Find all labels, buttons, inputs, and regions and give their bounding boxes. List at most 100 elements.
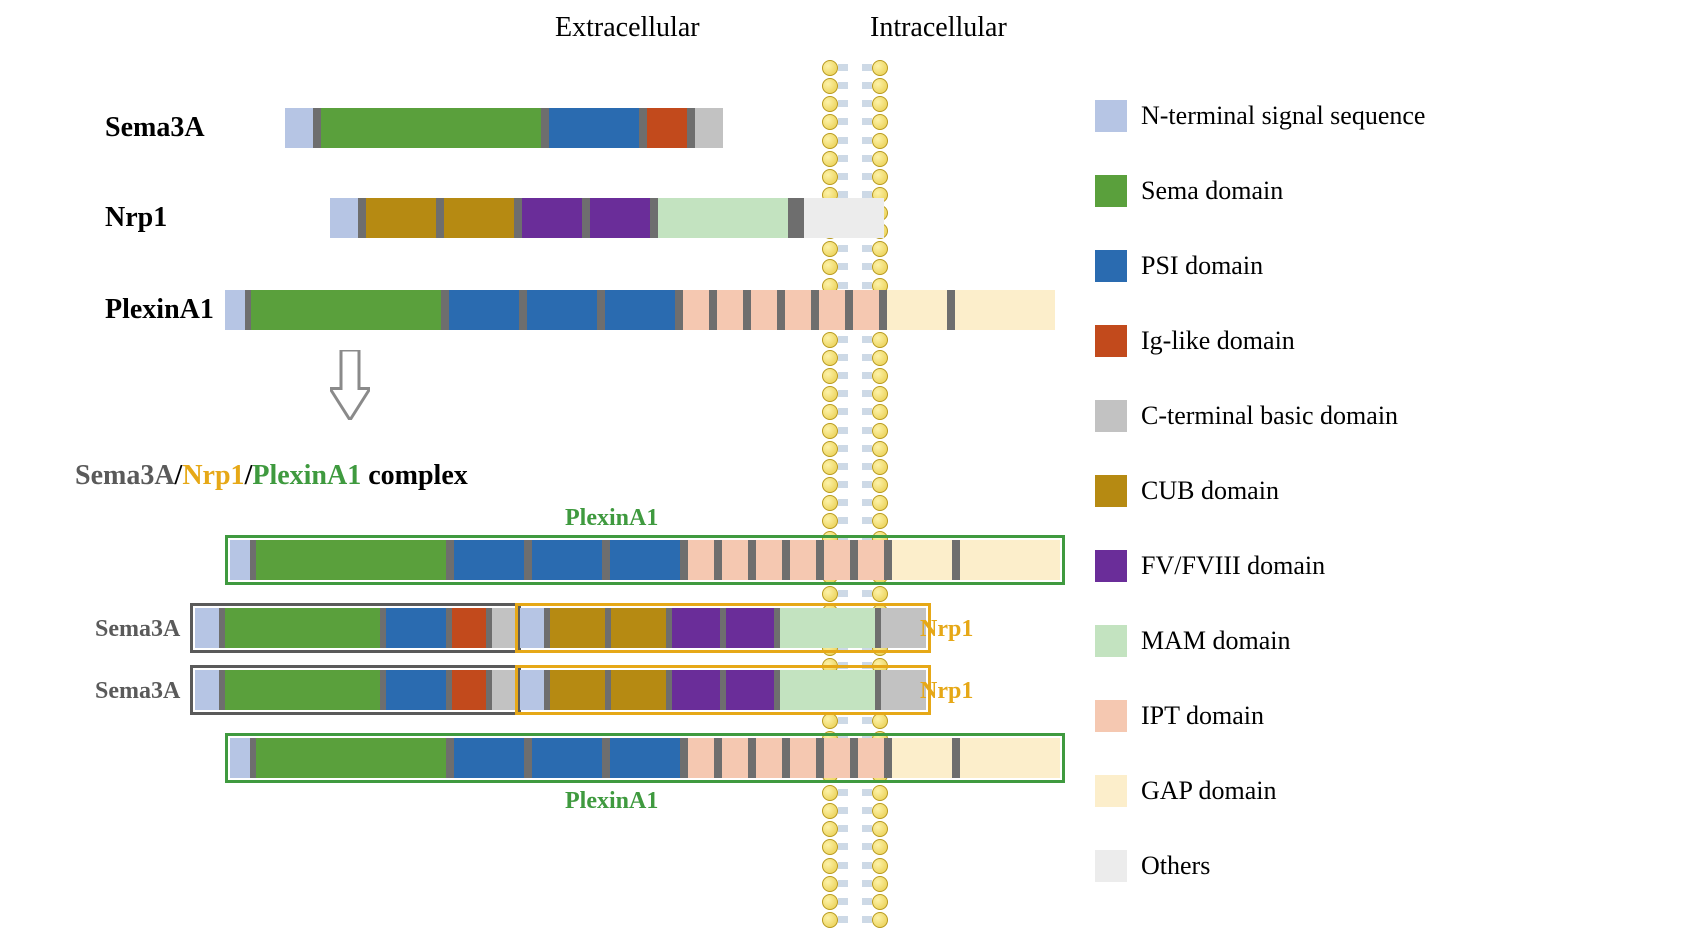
lipid-tail: [862, 245, 872, 252]
lipid-tail: [838, 590, 848, 597]
lipid-head: [822, 586, 838, 602]
lipid-tail: [838, 282, 848, 289]
complex-title-part: Sema3A: [75, 460, 175, 491]
lipid: [862, 876, 888, 892]
segment-spacer: [597, 290, 605, 330]
lipid-head: [872, 912, 888, 928]
complex-row-label: PlexinA1: [565, 505, 658, 532]
outline: [190, 603, 521, 653]
lipid-head: [822, 241, 838, 257]
lipid-head: [872, 60, 888, 76]
legend-label: IPT domain: [1141, 701, 1264, 731]
lipid: [822, 495, 848, 511]
segment-psi: [449, 290, 519, 330]
lipid-tail: [838, 717, 848, 724]
segment-psi: [527, 290, 597, 330]
lipid: [822, 96, 848, 112]
lipid-head: [822, 513, 838, 529]
segment-spacer: [687, 108, 695, 148]
lipid-head: [872, 133, 888, 149]
lipid-tail: [862, 100, 872, 107]
lipid-tail: [862, 590, 872, 597]
segment-n_terminal: [225, 290, 245, 330]
lipid-head: [822, 133, 838, 149]
legend-swatch: [1095, 775, 1127, 807]
segment-sema: [321, 108, 541, 148]
lipid-tail: [838, 191, 848, 198]
lipid: [822, 477, 848, 493]
lipid: [862, 350, 888, 366]
lipid: [862, 459, 888, 475]
down-arrow-icon: [330, 350, 370, 420]
legend-item: FV/FVIII domain: [1095, 550, 1325, 582]
segment-ig_like: [647, 108, 687, 148]
lipid: [862, 495, 888, 511]
lipid: [822, 839, 848, 855]
lipid-head: [872, 513, 888, 529]
segment-spacer: [436, 198, 444, 238]
lipid-tail: [838, 245, 848, 252]
lipid-head: [872, 96, 888, 112]
legend-item: MAM domain: [1095, 625, 1291, 657]
segment-cub: [444, 198, 514, 238]
lipid-tail: [862, 137, 872, 144]
lipid-tail: [862, 64, 872, 71]
lipid: [822, 894, 848, 910]
lipid-head: [872, 151, 888, 167]
legend-item: IPT domain: [1095, 700, 1264, 732]
domain-bar: [285, 108, 723, 148]
lipid: [862, 78, 888, 94]
legend-label: Sema domain: [1141, 176, 1283, 206]
lipid-tail: [838, 408, 848, 415]
lipid-head: [822, 839, 838, 855]
lipid: [822, 459, 848, 475]
lipid-head: [822, 60, 838, 76]
outline: [225, 733, 1065, 783]
outline: [515, 603, 931, 653]
lipid-tail: [862, 880, 872, 887]
lipid: [862, 839, 888, 855]
lipid: [862, 114, 888, 130]
segment-sema: [251, 290, 441, 330]
segment-spacer: [947, 290, 955, 330]
lipid-tail: [862, 916, 872, 923]
lipid-tail: [838, 463, 848, 470]
lipid: [822, 876, 848, 892]
lipid-tail: [862, 354, 872, 361]
lipid: [822, 404, 848, 420]
lipid-tail: [838, 427, 848, 434]
legend-item: Ig-like domain: [1095, 325, 1295, 357]
segment-cub: [366, 198, 436, 238]
lipid: [862, 894, 888, 910]
lipid-head: [872, 876, 888, 892]
lipid-head: [872, 350, 888, 366]
segment-spacer: [519, 290, 527, 330]
legend-label: C-terminal basic domain: [1141, 401, 1398, 431]
segment-spacer: [788, 198, 796, 238]
lipid-head: [822, 785, 838, 801]
lipid-tail: [862, 445, 872, 452]
lipid: [862, 912, 888, 928]
lipid-head: [872, 114, 888, 130]
segment-fv_fviii: [590, 198, 650, 238]
protein-label: Sema3A: [105, 112, 205, 144]
lipid: [822, 423, 848, 439]
legend-label: CUB domain: [1141, 476, 1279, 506]
lipid-head: [872, 785, 888, 801]
lipid-head: [822, 386, 838, 402]
lipid: [822, 114, 848, 130]
segment-c_terminal: [695, 108, 723, 148]
lipid-head: [822, 894, 838, 910]
lipid-tail: [862, 173, 872, 180]
lipid-tail: [862, 427, 872, 434]
segment-psi: [605, 290, 675, 330]
segment-ipt: [683, 290, 709, 330]
segment-n_terminal: [330, 198, 358, 238]
legend-label: N-terminal signal sequence: [1141, 101, 1425, 131]
segment-ipt: [751, 290, 777, 330]
lipid-head: [822, 858, 838, 874]
segment-gap: [887, 290, 947, 330]
lipid: [862, 332, 888, 348]
lipid-tail: [862, 517, 872, 524]
domain-bar: [225, 290, 1055, 330]
